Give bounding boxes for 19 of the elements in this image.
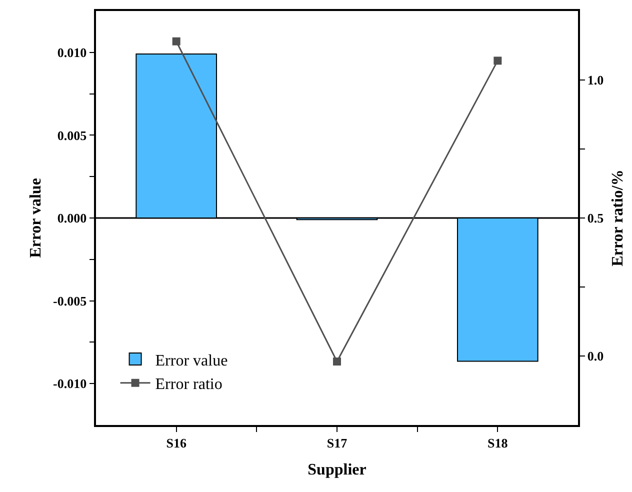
y2-tick-label: 0.5 (587, 210, 604, 226)
y2-tick-label: 0.0 (587, 348, 604, 364)
y2-axis-title: Error ratio/% (609, 170, 626, 266)
legend-label: Error ratio (155, 376, 222, 394)
point (494, 56, 502, 65)
point (333, 358, 341, 366)
legend-label: Error value (155, 352, 228, 370)
x-tick-label: S18 (488, 435, 508, 450)
y-axis-title: Error value (27, 178, 44, 258)
point (172, 37, 180, 46)
x-axis-title: Supplier (308, 462, 366, 479)
y-tick-label: 0.010 (57, 44, 87, 60)
y-tick-label: 0.000 (57, 210, 87, 226)
x-tick-label: S16 (166, 435, 187, 450)
x-tick-label: S17 (326, 435, 348, 450)
y2-tick-label: 1.0 (587, 72, 604, 88)
y-tick-label: -0.005 (53, 293, 88, 308)
y-tick-label: 0.005 (57, 128, 88, 143)
y-tick-label: -0.010 (53, 376, 87, 392)
